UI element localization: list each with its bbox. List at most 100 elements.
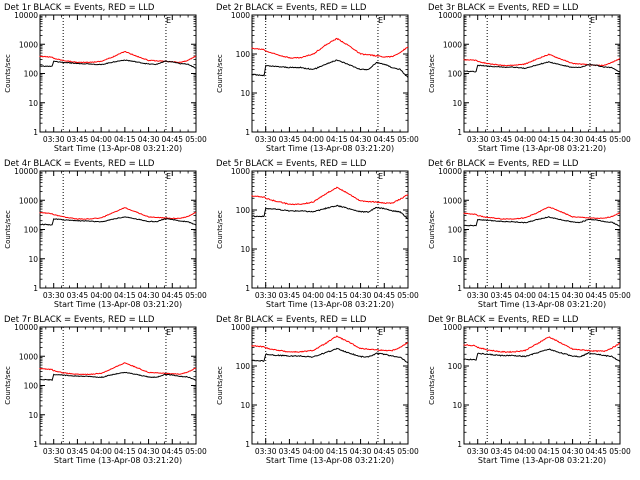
y-tick-label: 1	[245, 128, 250, 137]
y-tick-label: 100	[448, 362, 463, 371]
x-tick-label: 05:00	[185, 135, 207, 144]
x-tick-label: 05:00	[609, 291, 631, 300]
y-tick-label: 1	[457, 284, 462, 293]
lld-series-line	[39, 362, 197, 376]
panel-marker: E	[166, 172, 171, 181]
x-tick-label: 04:45	[585, 447, 607, 456]
y-tick-label: 1000	[19, 352, 38, 361]
x-tick-label: 04:00	[514, 447, 536, 456]
x-tick-label: 05:00	[609, 135, 631, 144]
panel-marker: E	[378, 328, 383, 337]
panel-title: Det 9r BLACK = Events, RED = LLD	[428, 315, 579, 325]
x-tick-label: 03:30	[467, 135, 489, 144]
y-axis-label: Counts/sec	[428, 210, 436, 249]
y-tick-label: 10000	[14, 11, 38, 20]
y-tick-label: 100	[236, 362, 251, 371]
y-tick-label: 10	[452, 99, 462, 108]
panel-title: Det 3r BLACK = Events, RED = LLD	[428, 3, 579, 13]
y-tick-label: 10	[28, 99, 38, 108]
x-axis-label: Start Time (13-Apr-08 03:21:20)	[54, 144, 182, 153]
x-tick-label: 03:30	[467, 291, 489, 300]
x-tick-label: 04:30	[138, 291, 160, 300]
lld-series-line	[251, 335, 409, 353]
lld-series-line	[463, 206, 621, 220]
events-series-line	[39, 371, 197, 382]
x-tick-label: 04:00	[514, 135, 536, 144]
plot-frame	[463, 326, 621, 445]
x-tick-label: 04:00	[302, 447, 324, 456]
x-tick-label: 04:15	[114, 447, 136, 456]
x-axis-label: Start Time (13-Apr-08 03:21:20)	[478, 300, 606, 309]
x-tick-label: 05:00	[397, 447, 419, 456]
y-tick-label: 1	[245, 284, 250, 293]
y-tick-label: 1	[33, 128, 38, 137]
x-tick-label: 04:30	[350, 447, 372, 456]
x-tick-label: 05:00	[397, 135, 419, 144]
x-tick-label: 03:45	[67, 291, 89, 300]
events-series-line	[39, 216, 197, 226]
y-tick-label: 1000	[19, 196, 38, 205]
x-tick-label: 04:15	[326, 135, 348, 144]
plot-frame	[251, 14, 409, 133]
panel-marker: E	[590, 16, 595, 25]
x-tick-label: 04:45	[373, 291, 395, 300]
detector-panel: Det 4r BLACK = Events, RED = LLD E 1 10 100 1…	[4, 159, 207, 309]
y-tick-label: 1000	[231, 167, 250, 176]
x-tick-label: 03:45	[491, 291, 513, 300]
x-tick-label: 03:45	[67, 447, 89, 456]
y-tick-label: 1	[245, 440, 250, 449]
y-tick-label: 10000	[14, 323, 38, 332]
detector-panel: Det 3r BLACK = Events, RED = LLD E 1 10 100 1…	[428, 3, 631, 153]
panel-marker: E	[590, 172, 595, 181]
lld-series-line	[463, 336, 621, 353]
y-tick-label: 1000	[19, 40, 38, 49]
panel-marker: E	[166, 16, 171, 25]
events-series-line	[251, 347, 409, 364]
panel-title: Det 5r BLACK = Events, RED = LLD	[216, 159, 367, 169]
panel-title: Det 6r BLACK = Events, RED = LLD	[428, 159, 579, 169]
x-tick-label: 04:00	[514, 291, 536, 300]
x-axis-label: Start Time (13-Apr-08 03:21:20)	[54, 300, 182, 309]
x-axis-label: Start Time (13-Apr-08 03:21:20)	[478, 144, 606, 153]
y-tick-label: 100	[448, 70, 463, 79]
x-tick-label: 04:30	[138, 447, 160, 456]
x-tick-label: 05:00	[185, 447, 207, 456]
y-tick-label: 100	[236, 50, 251, 59]
x-tick-label: 04:30	[562, 447, 584, 456]
x-tick-label: 04:30	[562, 291, 584, 300]
y-tick-label: 100	[24, 226, 39, 235]
x-tick-label: 04:15	[538, 291, 560, 300]
y-tick-label: 1000	[443, 323, 462, 332]
detector-panel: Det 1r BLACK = Events, RED = LLD E 1 10 100 1…	[4, 3, 207, 153]
panel-title: Det 8r BLACK = Events, RED = LLD	[216, 315, 367, 325]
y-tick-label: 100	[236, 206, 251, 215]
panel-title: Det 2r BLACK = Events, RED = LLD	[216, 3, 367, 13]
y-tick-label: 10	[240, 401, 250, 410]
x-tick-label: 04:30	[350, 135, 372, 144]
x-tick-label: 03:45	[67, 135, 89, 144]
y-tick-label: 10	[28, 411, 38, 420]
events-series-line	[463, 348, 621, 362]
lld-series-line	[39, 207, 197, 220]
lld-series-line	[251, 186, 409, 206]
x-tick-label: 05:00	[397, 291, 419, 300]
x-tick-label: 04:45	[161, 447, 183, 456]
y-axis-label: Counts/sec	[428, 54, 436, 93]
events-series-line	[39, 59, 197, 69]
x-axis-label: Start Time (13-Apr-08 03:21:20)	[54, 456, 182, 465]
detector-panel: Det 6r BLACK = Events, RED = LLD E 1 10 100 1…	[428, 159, 631, 309]
x-axis-label: Start Time (13-Apr-08 03:21:20)	[266, 300, 394, 309]
y-axis-label: Counts/sec	[4, 210, 12, 249]
x-tick-label: 03:30	[43, 291, 65, 300]
y-axis-label: Counts/sec	[428, 366, 436, 405]
panel-marker: E	[378, 16, 383, 25]
x-tick-label: 04:45	[585, 135, 607, 144]
events-series-line	[251, 59, 409, 78]
events-series-line	[251, 204, 409, 220]
x-tick-label: 04:45	[373, 447, 395, 456]
x-tick-label: 04:30	[562, 135, 584, 144]
detector-panel: Det 2r BLACK = Events, RED = LLD E 1 10 100 1…	[216, 3, 419, 153]
plot-frame	[251, 326, 409, 445]
y-axis-label: Counts/sec	[216, 210, 224, 249]
